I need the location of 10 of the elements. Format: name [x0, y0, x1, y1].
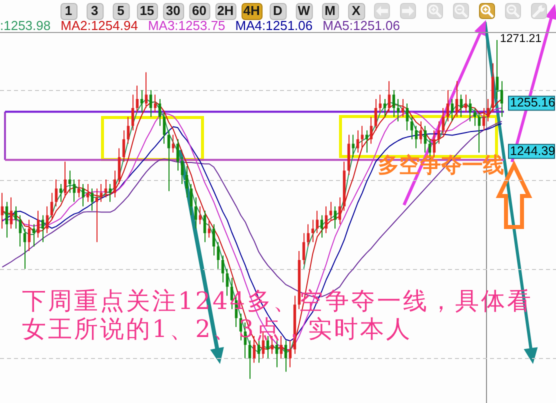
ref-line-label: 1255.16	[510, 96, 556, 110]
candlestick	[95, 188, 98, 242]
text: 1 3 5 15 30 60 2H 4H D W M X	[64, 3, 360, 18]
text: MA3:1253.75	[148, 18, 226, 33]
text: MA2:1254.94	[60, 18, 138, 33]
text: MA5:1251.06	[322, 18, 400, 33]
text: :1253.98	[0, 18, 51, 33]
ref-line-label: 1244.39	[510, 144, 556, 158]
text: MA4:1251.06	[235, 18, 313, 33]
annotation: 1271.21	[500, 33, 542, 46]
